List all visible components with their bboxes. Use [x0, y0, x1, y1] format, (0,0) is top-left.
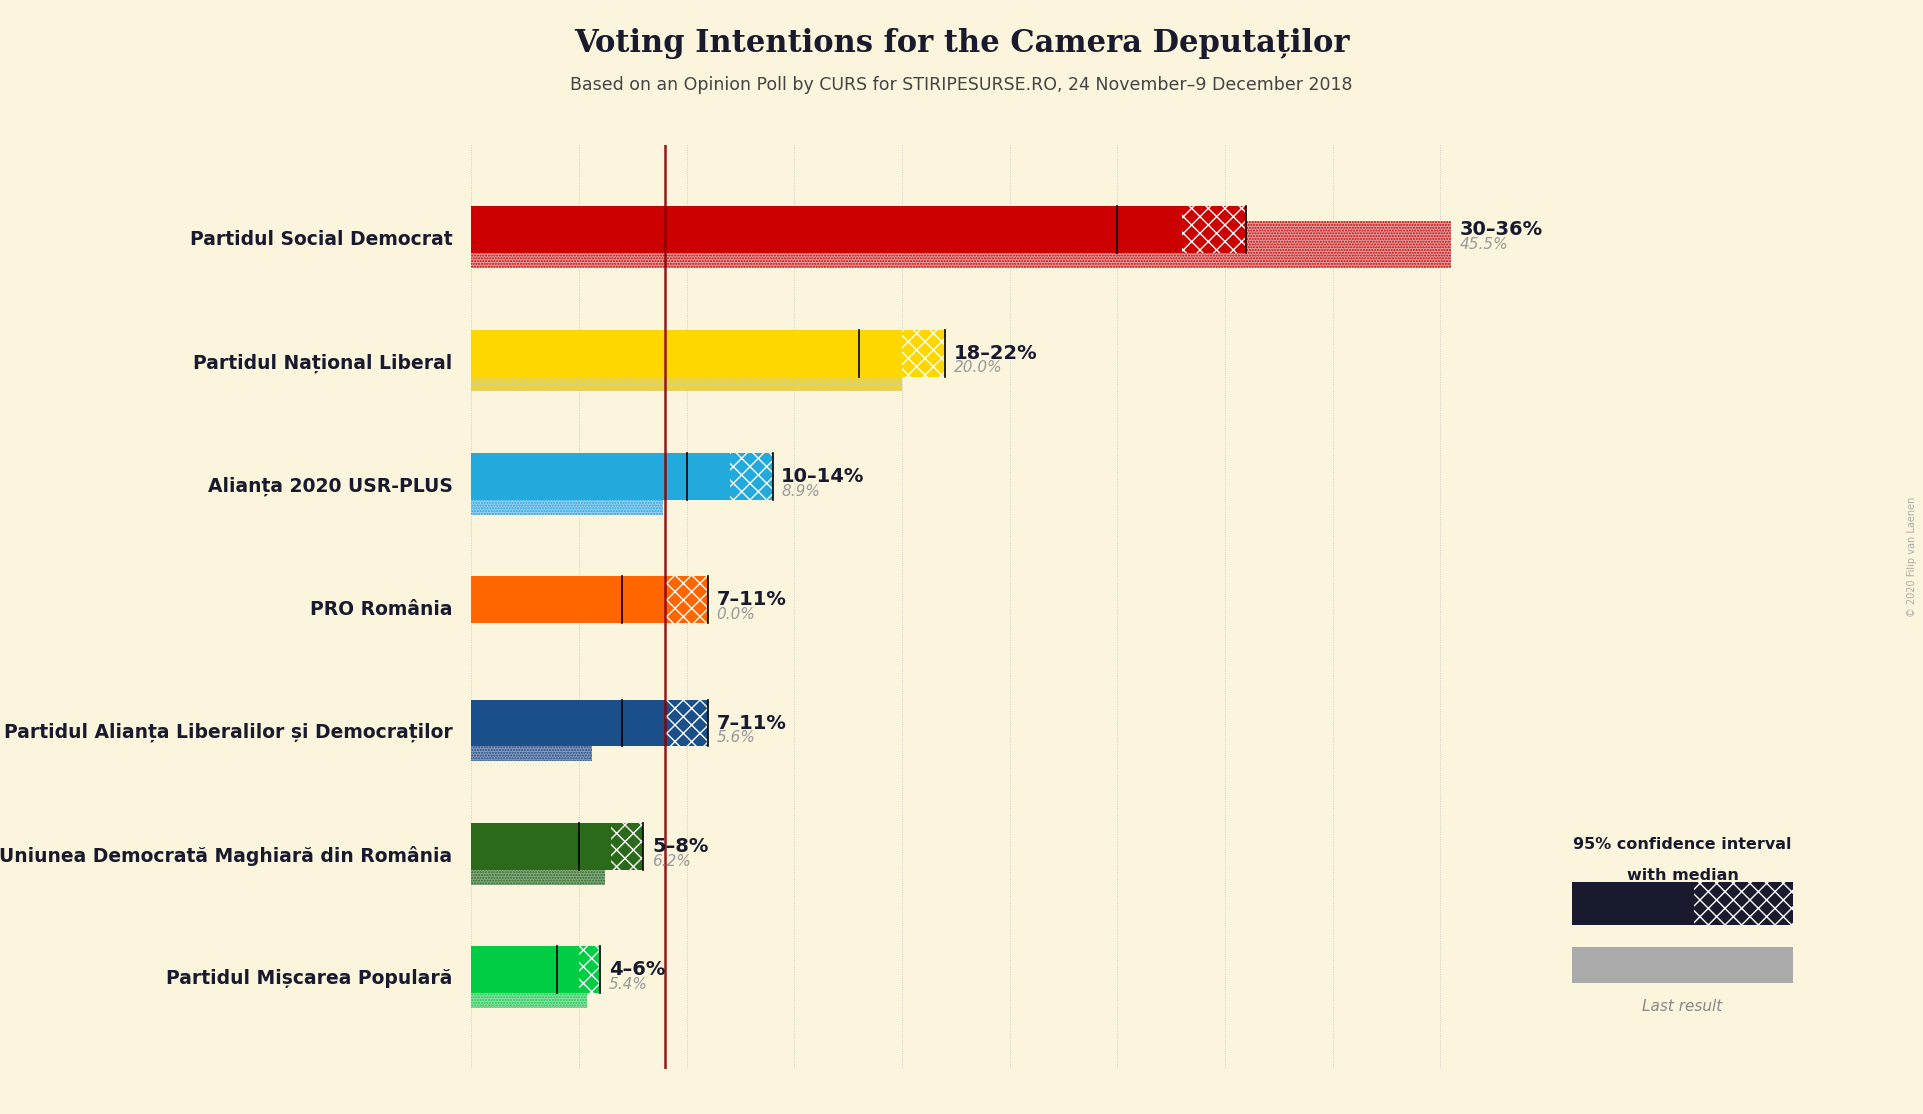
- Text: 7–11%: 7–11%: [717, 590, 787, 609]
- Bar: [471, 714, 592, 761]
- Bar: [471, 714, 592, 761]
- Bar: [471, 961, 587, 1008]
- Text: 95% confidence interval: 95% confidence interval: [1573, 838, 1792, 852]
- Text: Based on an Opinion Poll by CURS for STIRIPESURSE.RO, 24 November–9 December 201: Based on an Opinion Poll by CURS for STI…: [571, 76, 1352, 94]
- Bar: [471, 222, 1452, 268]
- Bar: [471, 330, 902, 377]
- Bar: [729, 453, 773, 500]
- Bar: [471, 576, 665, 623]
- Bar: [471, 961, 587, 1008]
- Text: with median: with median: [1627, 869, 1738, 883]
- Text: 8.9%: 8.9%: [781, 483, 819, 499]
- Bar: [471, 344, 902, 391]
- Text: 45.5%: 45.5%: [1460, 237, 1508, 252]
- Bar: [471, 206, 1183, 253]
- Bar: [902, 330, 944, 377]
- Text: © 2020 Filip van Laenen: © 2020 Filip van Laenen: [1908, 497, 1917, 617]
- Text: 7–11%: 7–11%: [717, 713, 787, 733]
- Bar: [471, 468, 663, 515]
- Text: 4–6%: 4–6%: [610, 960, 665, 979]
- Bar: [471, 838, 604, 885]
- Bar: [471, 946, 579, 993]
- Text: 20.0%: 20.0%: [954, 361, 1002, 375]
- Text: 5.6%: 5.6%: [717, 731, 756, 745]
- Text: 18–22%: 18–22%: [954, 343, 1036, 363]
- Bar: [471, 453, 729, 500]
- Text: 6.2%: 6.2%: [652, 853, 690, 869]
- Text: Last result: Last result: [1642, 999, 1723, 1014]
- Bar: [471, 838, 604, 885]
- Text: 0.0%: 0.0%: [717, 607, 756, 622]
- Bar: [471, 344, 902, 391]
- Bar: [665, 700, 708, 746]
- Text: 5.4%: 5.4%: [610, 977, 648, 991]
- Bar: [1183, 206, 1246, 253]
- Bar: [579, 946, 600, 993]
- Bar: [471, 700, 665, 746]
- Bar: [471, 222, 1452, 268]
- Bar: [612, 823, 644, 870]
- Bar: [471, 468, 663, 515]
- Bar: [665, 576, 708, 623]
- Bar: [471, 823, 612, 870]
- Text: 10–14%: 10–14%: [781, 467, 865, 486]
- Text: 30–36%: 30–36%: [1460, 221, 1542, 240]
- Text: 5–8%: 5–8%: [652, 837, 708, 856]
- Text: Voting Intentions for the Camera Deputaților: Voting Intentions for the Camera Deputaț…: [573, 28, 1350, 59]
